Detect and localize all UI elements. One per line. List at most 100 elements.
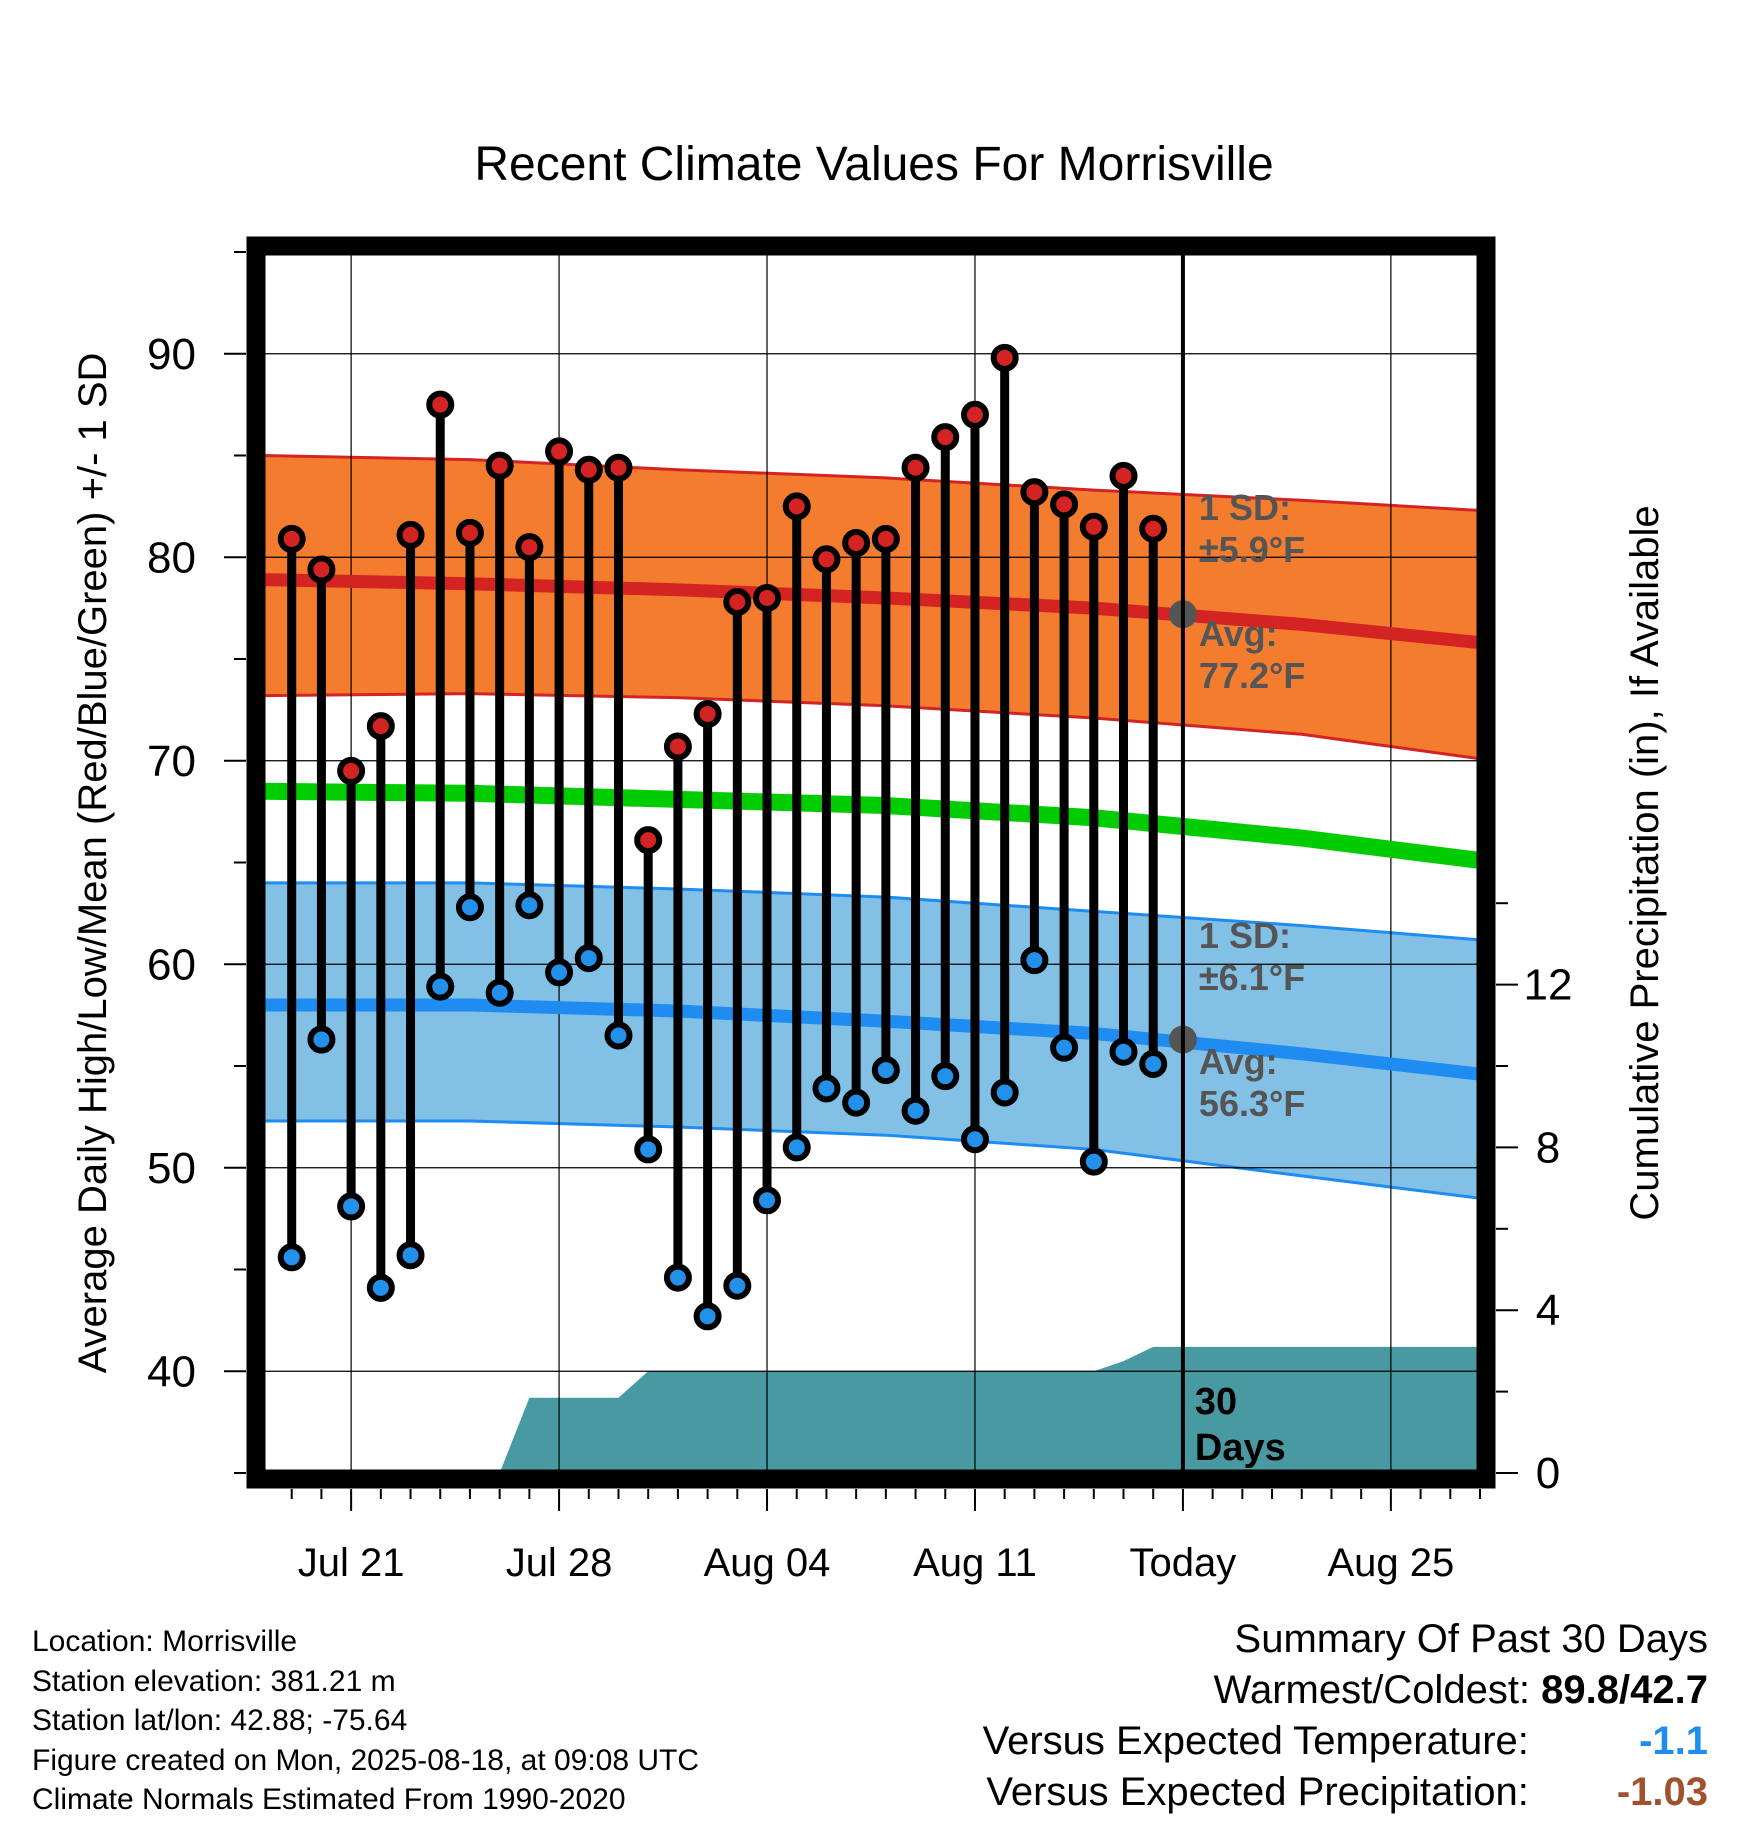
daily-low-point xyxy=(1020,946,1049,975)
y-tick-label: 90 xyxy=(147,330,196,379)
latlon-text: Station lat/lon: 42.88; -75.64 xyxy=(32,1704,408,1737)
high-sd-band xyxy=(262,455,1480,759)
daily-low-point xyxy=(693,1302,722,1331)
summary-panel: Summary Of Past 30 Days Warmest/Coldest:… xyxy=(983,1614,1708,1818)
daily-low-point xyxy=(485,978,514,1007)
daily-high-point xyxy=(366,712,395,741)
daily-high-point xyxy=(663,732,692,761)
window-days-label: 30 Days xyxy=(1195,1381,1286,1469)
y2-tick-label: 4 xyxy=(1536,1286,1560,1335)
daily-high-point xyxy=(960,400,989,429)
daily-high-point xyxy=(307,555,336,584)
temp-vs-expected-label: Versus Expected Temperature: xyxy=(982,1719,1529,1763)
daily-low-point xyxy=(1050,1033,1079,1062)
daily-high-point xyxy=(753,583,782,612)
warm-cold-value: 89.8/42.7 xyxy=(1541,1668,1708,1712)
y2-tick-label: 8 xyxy=(1536,1123,1560,1172)
daily-low-point xyxy=(426,972,455,1001)
y-tick-label: 60 xyxy=(147,940,196,989)
daily-low-point xyxy=(545,958,574,987)
y-axis-label: Average Daily High/Low/Mean (Red/Blue/Gr… xyxy=(71,353,115,1374)
x-tick-label: Jul 28 xyxy=(506,1541,613,1585)
daily-low-point xyxy=(663,1263,692,1292)
daily-high-point xyxy=(871,524,900,553)
high-band-upper-edge xyxy=(262,454,1480,512)
high-avg-annotation: Avg: 77.2°F xyxy=(1199,613,1305,696)
daily-high-point xyxy=(634,826,663,855)
low-band-lower-edge xyxy=(262,1119,1480,1200)
low-avg-annotation: Avg: 56.3°F xyxy=(1199,1041,1305,1124)
daily-high-point xyxy=(931,423,960,452)
x-tick-label: Aug 04 xyxy=(704,1541,831,1585)
daily-low-point xyxy=(574,944,603,973)
created-text: Figure created on Mon, 2025-08-18, at 09… xyxy=(32,1743,700,1777)
location-text: Location: Morrisville xyxy=(32,1625,298,1658)
elevation-text: Station elevation: 381.21 m xyxy=(32,1664,396,1698)
low-sd-annotation: 1 SD: ±6.1°F xyxy=(1199,915,1305,998)
normals-text: Climate Normals Estimated From 1990-2020 xyxy=(32,1783,626,1816)
x-tick-label: Aug 25 xyxy=(1327,1541,1454,1585)
daily-high-point xyxy=(604,453,633,482)
daily-high-point xyxy=(990,343,1019,372)
x-tick-label: Aug 11 xyxy=(913,1541,1037,1585)
precip-vs-expected-value: -1.03 xyxy=(1616,1770,1708,1814)
plot-frame xyxy=(246,236,1496,1489)
daily-high-point xyxy=(693,699,722,728)
daily-high-point xyxy=(485,451,514,480)
daily-high-point xyxy=(782,492,811,521)
chart-title: Recent Climate Values For Morrisville xyxy=(474,138,1273,191)
daily-high-point xyxy=(1020,478,1049,507)
y-tick-label: 40 xyxy=(147,1347,196,1396)
x-tick-label: Today xyxy=(1130,1541,1237,1585)
daily-high-point xyxy=(842,529,871,558)
daily-low-point xyxy=(366,1273,395,1302)
y2-tick-label: 12 xyxy=(1524,961,1573,1010)
warm-cold-label: Warmest/Coldest: xyxy=(1213,1668,1531,1712)
daily-low-point xyxy=(812,1074,841,1103)
daily-low-point xyxy=(396,1241,425,1270)
daily-low-point xyxy=(1109,1037,1138,1066)
high-sd-annotation: 1 SD: ±5.9°F xyxy=(1199,487,1305,570)
y2-tick-label: 0 xyxy=(1536,1449,1560,1498)
daily-low-point xyxy=(753,1186,782,1215)
daily-high-point xyxy=(396,520,425,549)
daily-high-point xyxy=(337,756,366,785)
climate-chart: 40 50 60 70 80 90 0 4 8 12 Jul 21 Jul 28 Aug 04 Aug 1… xyxy=(71,138,1667,1585)
frame xyxy=(224,236,1518,1511)
daily-high-point xyxy=(901,453,930,482)
daily-low-point xyxy=(307,1025,336,1054)
daily-low-point xyxy=(455,893,484,922)
daily-high-point xyxy=(455,518,484,547)
y2-axis-label: Cumulative Precipitation (in), If Availa… xyxy=(1623,505,1667,1220)
daily-high-point xyxy=(812,545,841,574)
precip-vs-expected-label: Versus Expected Precipitation: xyxy=(986,1770,1529,1814)
daily-high-point xyxy=(545,437,574,466)
y-tick-label: 70 xyxy=(147,737,196,786)
daily-low-point xyxy=(634,1135,663,1164)
daily-high-point xyxy=(1109,461,1138,490)
chart-text: 40 50 60 70 80 90 0 4 8 12 Jul 21 Jul 28 Aug 04 Aug 1… xyxy=(71,138,1667,1585)
daily-low-point xyxy=(782,1133,811,1162)
daily-low-point xyxy=(1079,1147,1108,1176)
daily-low-point xyxy=(604,1021,633,1050)
observations xyxy=(277,343,1197,1331)
daily-low-point xyxy=(723,1271,752,1300)
daily-low-point xyxy=(931,1062,960,1091)
daily-high-point xyxy=(426,390,455,419)
daily-high-point xyxy=(574,455,603,484)
daily-low-point xyxy=(515,891,544,920)
daily-low-point xyxy=(1139,1049,1168,1078)
daily-low-point xyxy=(990,1078,1019,1107)
daily-high-point xyxy=(515,533,544,562)
summary-title: Summary Of Past 30 Days xyxy=(1234,1617,1708,1661)
x-tick-label: Jul 21 xyxy=(298,1541,405,1585)
daily-high-point xyxy=(723,588,752,617)
daily-low-point xyxy=(960,1125,989,1154)
daily-high-point xyxy=(1079,512,1108,541)
y-tick-label: 50 xyxy=(147,1144,196,1193)
daily-low-point xyxy=(842,1088,871,1117)
daily-low-point xyxy=(901,1096,930,1125)
daily-high-point xyxy=(1139,514,1168,543)
daily-low-point xyxy=(277,1243,306,1272)
daily-high-point xyxy=(1050,490,1079,519)
